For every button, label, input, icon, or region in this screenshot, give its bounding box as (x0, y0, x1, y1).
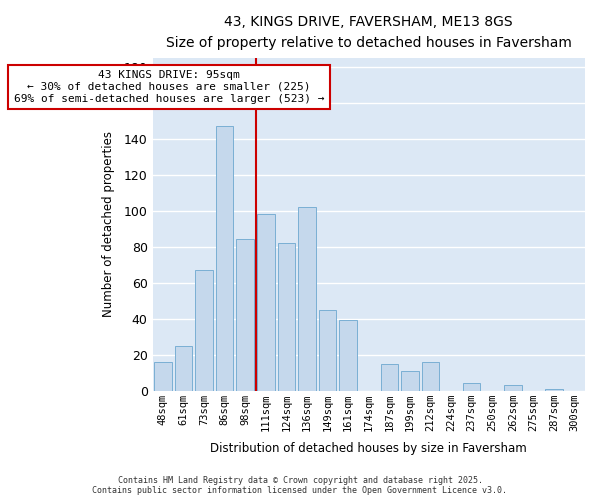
Text: Contains HM Land Registry data © Crown copyright and database right 2025.
Contai: Contains HM Land Registry data © Crown c… (92, 476, 508, 495)
Bar (216, 126, 233, 390)
Bar (463, 384, 481, 390)
Bar (504, 385, 521, 390)
Bar (340, 320, 357, 390)
Bar (195, 270, 213, 390)
Bar (298, 207, 316, 390)
Bar (422, 362, 439, 390)
Bar (175, 346, 192, 391)
Bar (257, 214, 275, 390)
Bar (380, 364, 398, 390)
Bar (401, 371, 419, 390)
Title: 43, KINGS DRIVE, FAVERSHAM, ME13 8GS
Size of property relative to detached house: 43, KINGS DRIVE, FAVERSHAM, ME13 8GS Siz… (166, 15, 572, 50)
Bar (278, 243, 295, 390)
Y-axis label: Number of detached properties: Number of detached properties (103, 131, 115, 317)
Bar (319, 310, 337, 390)
X-axis label: Distribution of detached houses by size in Faversham: Distribution of detached houses by size … (211, 442, 527, 455)
Text: 43 KINGS DRIVE: 95sqm
← 30% of detached houses are smaller (225)
69% of semi-det: 43 KINGS DRIVE: 95sqm ← 30% of detached … (14, 70, 324, 104)
Bar (236, 240, 254, 390)
Bar (545, 389, 563, 390)
Bar (154, 362, 172, 390)
